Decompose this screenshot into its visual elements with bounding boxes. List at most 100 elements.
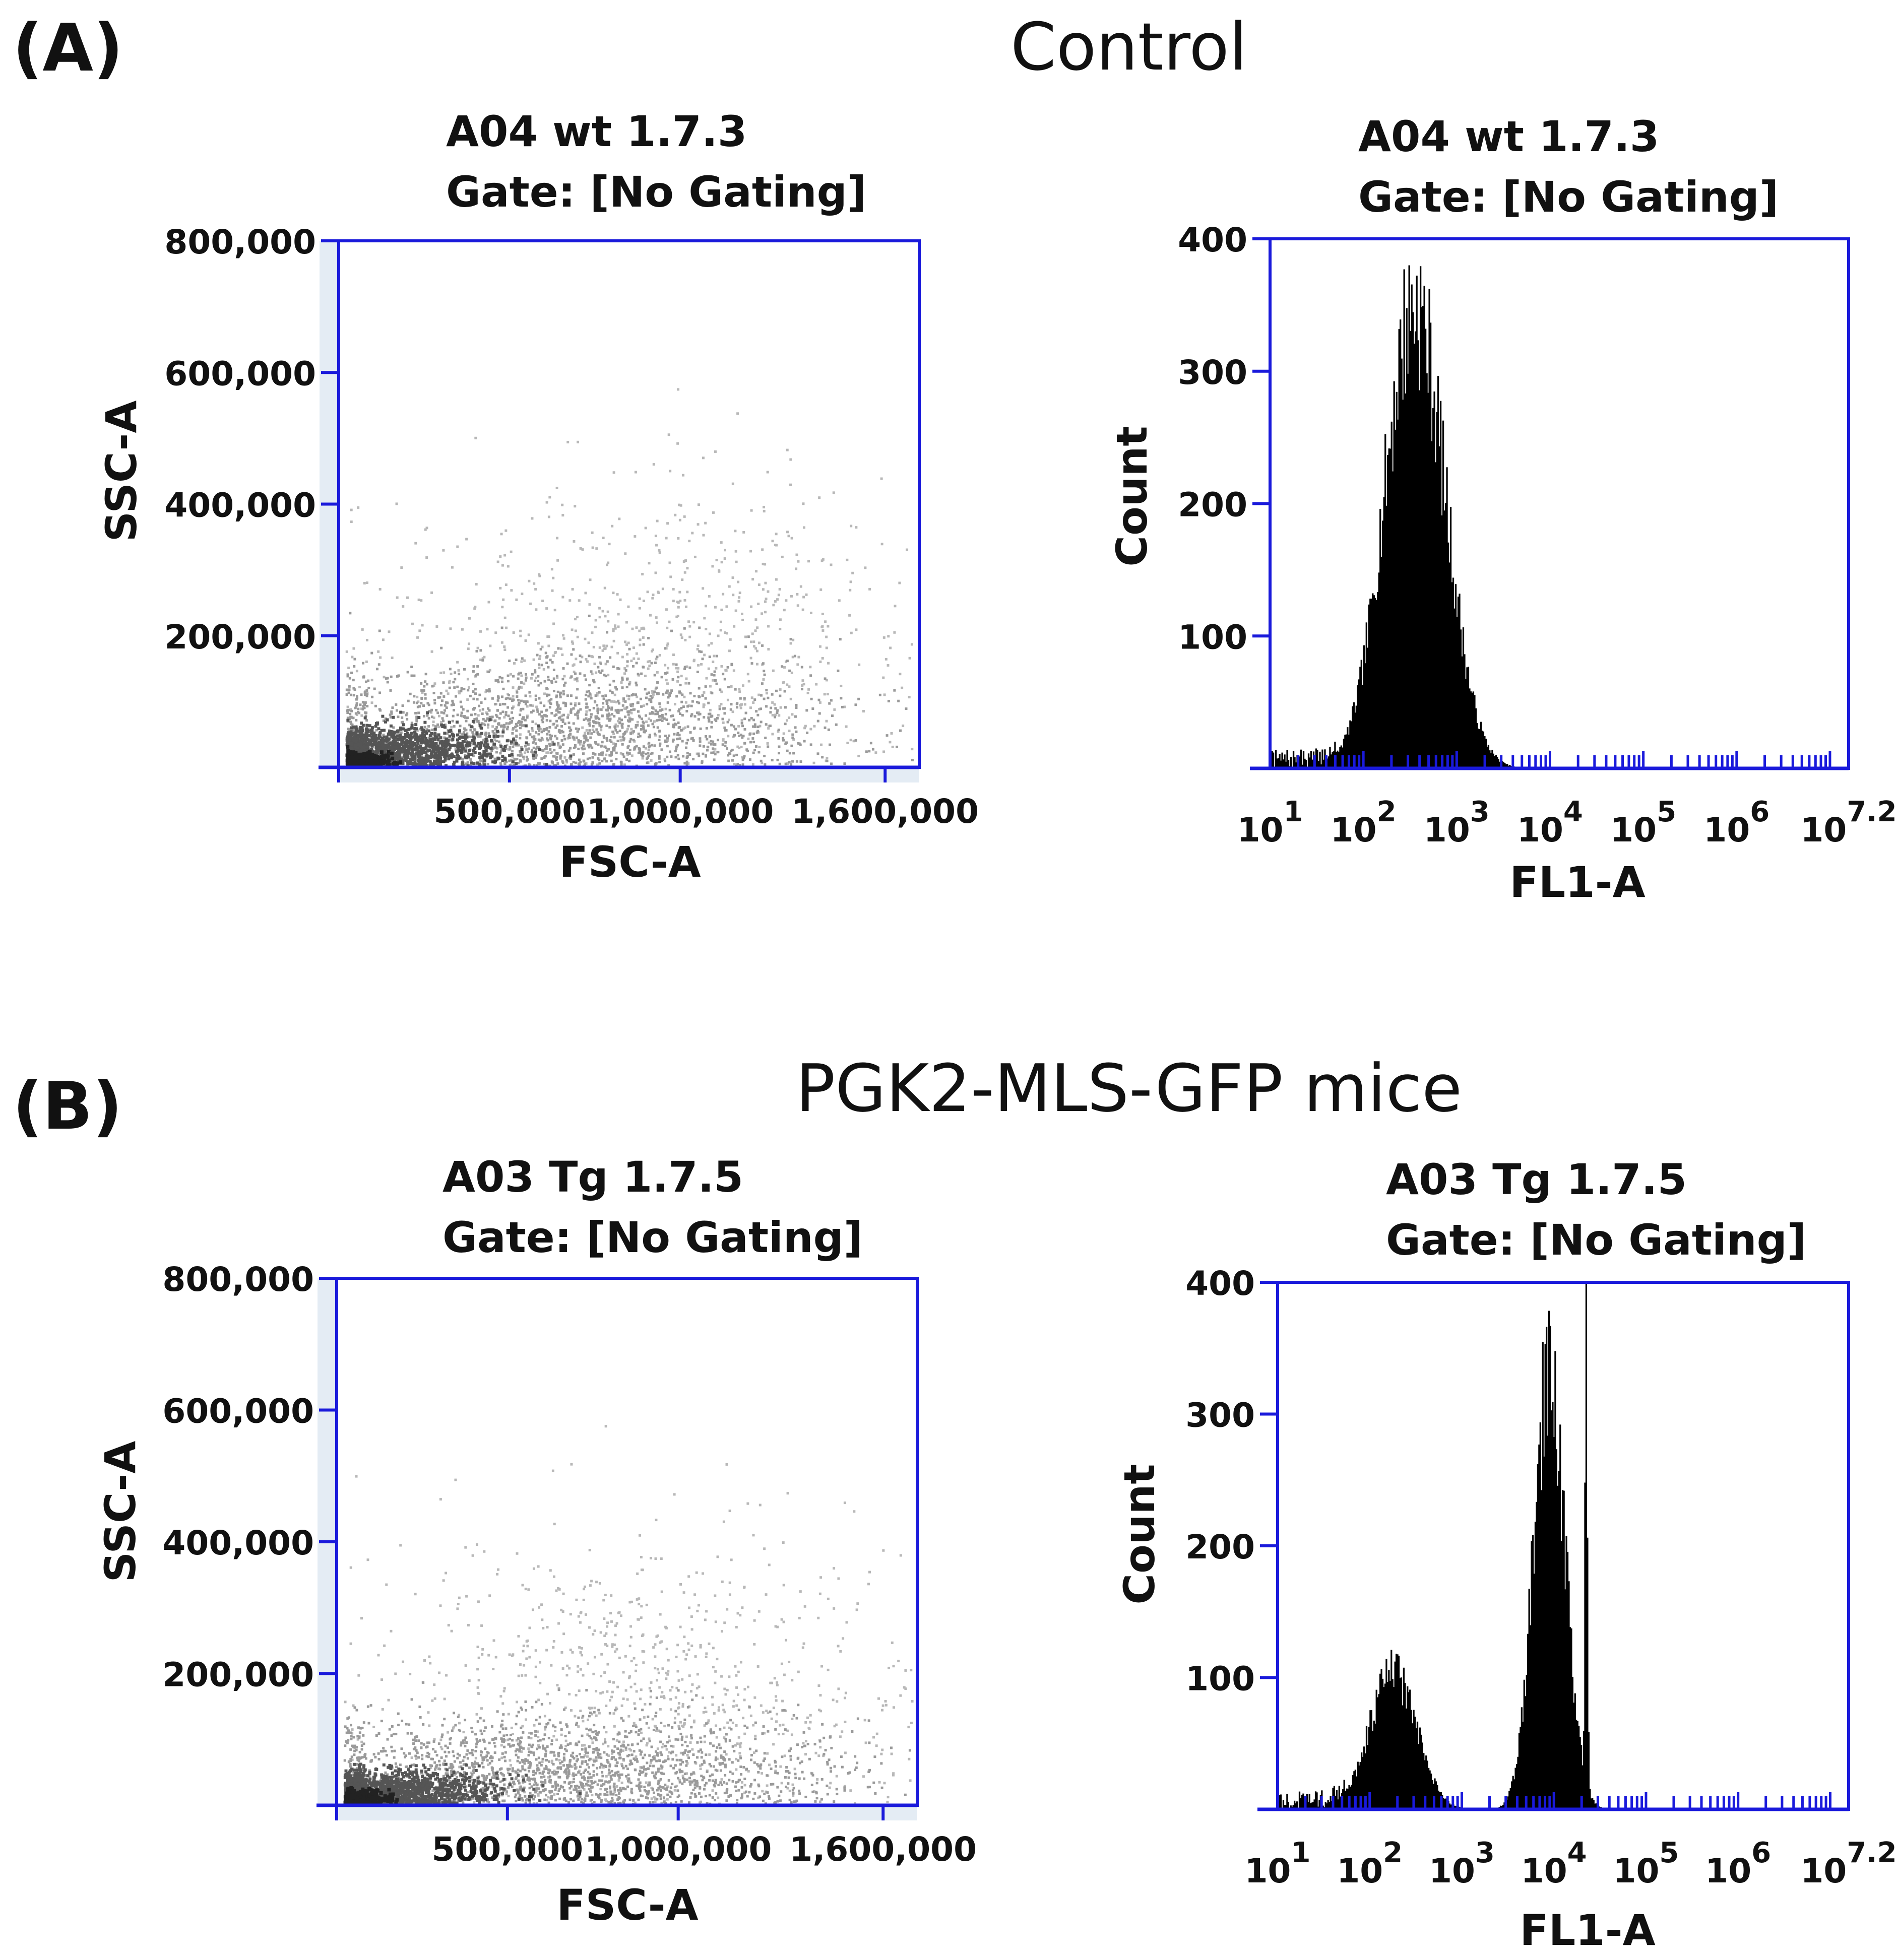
histogram-bar [1432, 408, 1434, 768]
scatter-point [491, 715, 494, 718]
scatter-point [381, 740, 385, 743]
scatter-point [799, 743, 802, 746]
scatter-point [509, 1764, 512, 1767]
scatter-point [786, 660, 789, 663]
scatter-point [675, 745, 678, 748]
histogram-bar [1338, 752, 1340, 768]
scatter-point [349, 735, 352, 738]
scatter-point [727, 735, 730, 738]
scatter-point [651, 689, 654, 692]
scatter-point [554, 650, 557, 654]
scatter-point [685, 742, 688, 745]
scatter-point [668, 694, 671, 697]
scatter-point [574, 761, 577, 764]
scatter-point [439, 740, 442, 744]
scatter-point [504, 583, 508, 586]
scatter-point [692, 659, 695, 662]
scatter-point [899, 729, 902, 732]
scatter-point [420, 726, 423, 730]
scatter-point [407, 699, 410, 702]
scatter-point [399, 736, 402, 740]
scatter-point [679, 1751, 682, 1754]
scatter-point [615, 711, 618, 714]
scatter-point [475, 761, 479, 765]
scatter-point [415, 739, 419, 743]
scatter-point [374, 725, 377, 728]
scatter-point [583, 718, 586, 722]
scatter-point [910, 643, 913, 646]
scatter-point [614, 743, 617, 746]
scatter-point [726, 1721, 729, 1724]
scatter-point [421, 624, 424, 627]
scatter-point [506, 728, 509, 731]
scatter-point [630, 694, 634, 697]
scatter-point [519, 750, 522, 753]
scatter-point [545, 719, 548, 722]
scatter-point [498, 676, 501, 679]
scatter-point [830, 762, 833, 765]
scatter-point [713, 655, 716, 658]
scatter-point [548, 734, 551, 737]
scatter-point [791, 656, 794, 659]
scatter-point [701, 761, 704, 764]
scatter-point [550, 568, 553, 571]
scatter-point [644, 729, 647, 732]
scatter-point [377, 734, 381, 738]
scatter-point [371, 695, 374, 698]
scatter-point [451, 720, 454, 723]
histogram-bar [1349, 720, 1351, 768]
scatter-point [540, 718, 543, 722]
scatter-point [692, 621, 695, 624]
scatter-point [472, 733, 475, 736]
scatter-point [655, 616, 658, 619]
scatter-point [557, 742, 560, 745]
scatter-point [556, 762, 559, 765]
scatter-point [677, 503, 680, 506]
scatter-point [679, 729, 682, 732]
scatter-point [755, 710, 758, 713]
scatter-point [479, 649, 482, 652]
scatter-point [526, 750, 529, 753]
scatter-point [354, 731, 358, 735]
scatter-point [567, 726, 571, 729]
scatter-point [778, 762, 781, 765]
scatter-point [454, 671, 457, 674]
scatter-point [698, 687, 701, 690]
scatter-point [674, 513, 677, 516]
histogram-bar [1300, 749, 1302, 768]
scatter-point [621, 686, 624, 689]
histogram-bar [1392, 471, 1394, 768]
scatter-point [728, 718, 731, 722]
scatter-point [553, 764, 556, 767]
scatter-point [735, 560, 738, 563]
scatter-point [591, 673, 594, 676]
histogram-bar [1419, 266, 1422, 768]
scatter-point [589, 578, 592, 581]
scatter-point [559, 757, 562, 760]
scatter-point [550, 760, 553, 763]
scatter-point [545, 687, 548, 690]
scatter-point [588, 724, 591, 727]
scatter-point [592, 707, 595, 710]
scatter-point [556, 676, 559, 679]
scatter-point [557, 730, 560, 733]
scatter-point [686, 752, 689, 755]
scatter-point [765, 723, 768, 726]
scatter-point [648, 699, 651, 702]
scatter-point [665, 1648, 668, 1651]
histogram-bar [1457, 597, 1460, 768]
scatter-point [647, 752, 650, 755]
scatter-point [456, 661, 459, 664]
scatter-point [644, 675, 647, 678]
scatter-point [620, 718, 623, 722]
scatter-point [525, 748, 528, 751]
scatter-point [596, 711, 599, 714]
scatter-point [778, 752, 781, 755]
scatter-point [831, 714, 834, 717]
scatter-point [850, 631, 853, 634]
scatter-point [702, 534, 705, 537]
scatter-point [538, 658, 541, 661]
scatter-point [349, 693, 352, 696]
scatter-point [605, 760, 608, 763]
scatter-point [481, 708, 484, 711]
